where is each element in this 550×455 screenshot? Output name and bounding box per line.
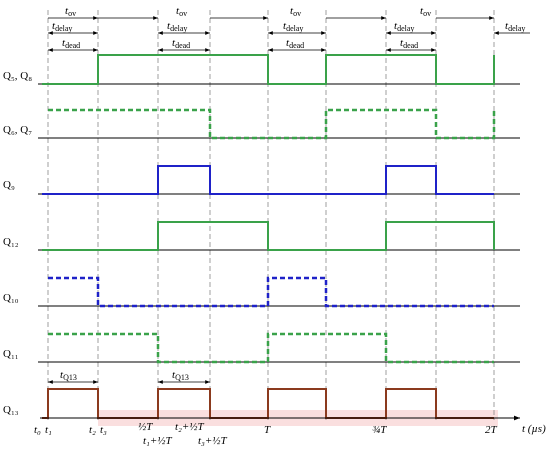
waveform-q11 — [48, 332, 494, 364]
waveform-q10 — [48, 276, 494, 308]
tdelay-label-5: tdelay — [505, 20, 525, 33]
tick-t2: t₂ — [89, 424, 96, 436]
signal-rows: Q₅, Q₈ Q₆, Q₇ Q₉ Q₁₂ Q₁₀ Q₁₁ Q₁₃ — [3, 54, 520, 419]
waveform-q6-q7 — [48, 108, 496, 140]
tick-three-halves-T: ¾T — [372, 424, 387, 436]
time-axis-unit-label: t (µs) — [522, 423, 546, 435]
tdead-label-3: tdead — [286, 37, 304, 50]
tdelay-label-4: tdelay — [394, 20, 414, 33]
annotation-labels: tov tov tov tov tdelay tdelay tdelay tde… — [52, 5, 525, 382]
tick-t1: t₁ — [45, 424, 52, 436]
tick-t2-half-T: t₂+½T — [175, 421, 205, 433]
signal-label-q11: Q₁₁ — [3, 348, 19, 360]
tick-T: T — [264, 424, 271, 436]
tov-label-2: tov — [176, 5, 187, 18]
waveform-q12 — [42, 221, 495, 251]
tdelay-label-2: tdelay — [167, 20, 187, 33]
tov-label-4: tov — [420, 5, 431, 18]
tick-t3-half-T: t₃+½T — [198, 435, 228, 447]
signal-label-q6-q7: Q₆, Q₇ — [3, 124, 32, 136]
signal-label-q12: Q₁₂ — [3, 236, 19, 248]
tdelay-label-1: tdelay — [52, 20, 72, 33]
tdead-label-4: tdead — [400, 37, 418, 50]
signal-label-q13: Q₁₃ — [3, 404, 19, 416]
tdead-label-2: tdead — [172, 37, 190, 50]
tq13-label-1: tQ13 — [60, 369, 77, 382]
tdelay-label-3: tdelay — [283, 20, 303, 33]
tick-t0: t₀ — [34, 424, 41, 436]
tick-half-T: ½T — [138, 421, 153, 433]
time-axis: t (µs) — [40, 415, 546, 435]
time-tick-labels: t₀ t₁ t₂ t₃ ½T t₁+½T t₂+½T t₃+½T T ¾T 2T — [34, 421, 498, 447]
signal-label-q5-q8: Q₅, Q₈ — [3, 70, 32, 82]
waveform-q9 — [42, 165, 494, 195]
signal-label-q9: Q₉ — [3, 179, 15, 191]
vertical-guide-lines — [47, 10, 495, 420]
tdead-label-1: tdead — [62, 37, 80, 50]
timing-measurements — [48, 16, 530, 384]
waveform-q5-q8 — [42, 54, 495, 85]
tov-label-1: tov — [65, 5, 76, 18]
tick-t1-half-T: t₁+½T — [143, 435, 173, 447]
tick-t3: t₃ — [100, 424, 107, 436]
tov-label-3: tov — [290, 5, 301, 18]
tick-2T: 2T — [485, 424, 498, 436]
signal-label-q10: Q₁₀ — [3, 292, 19, 304]
tq13-label-2: tQ13 — [172, 369, 189, 382]
